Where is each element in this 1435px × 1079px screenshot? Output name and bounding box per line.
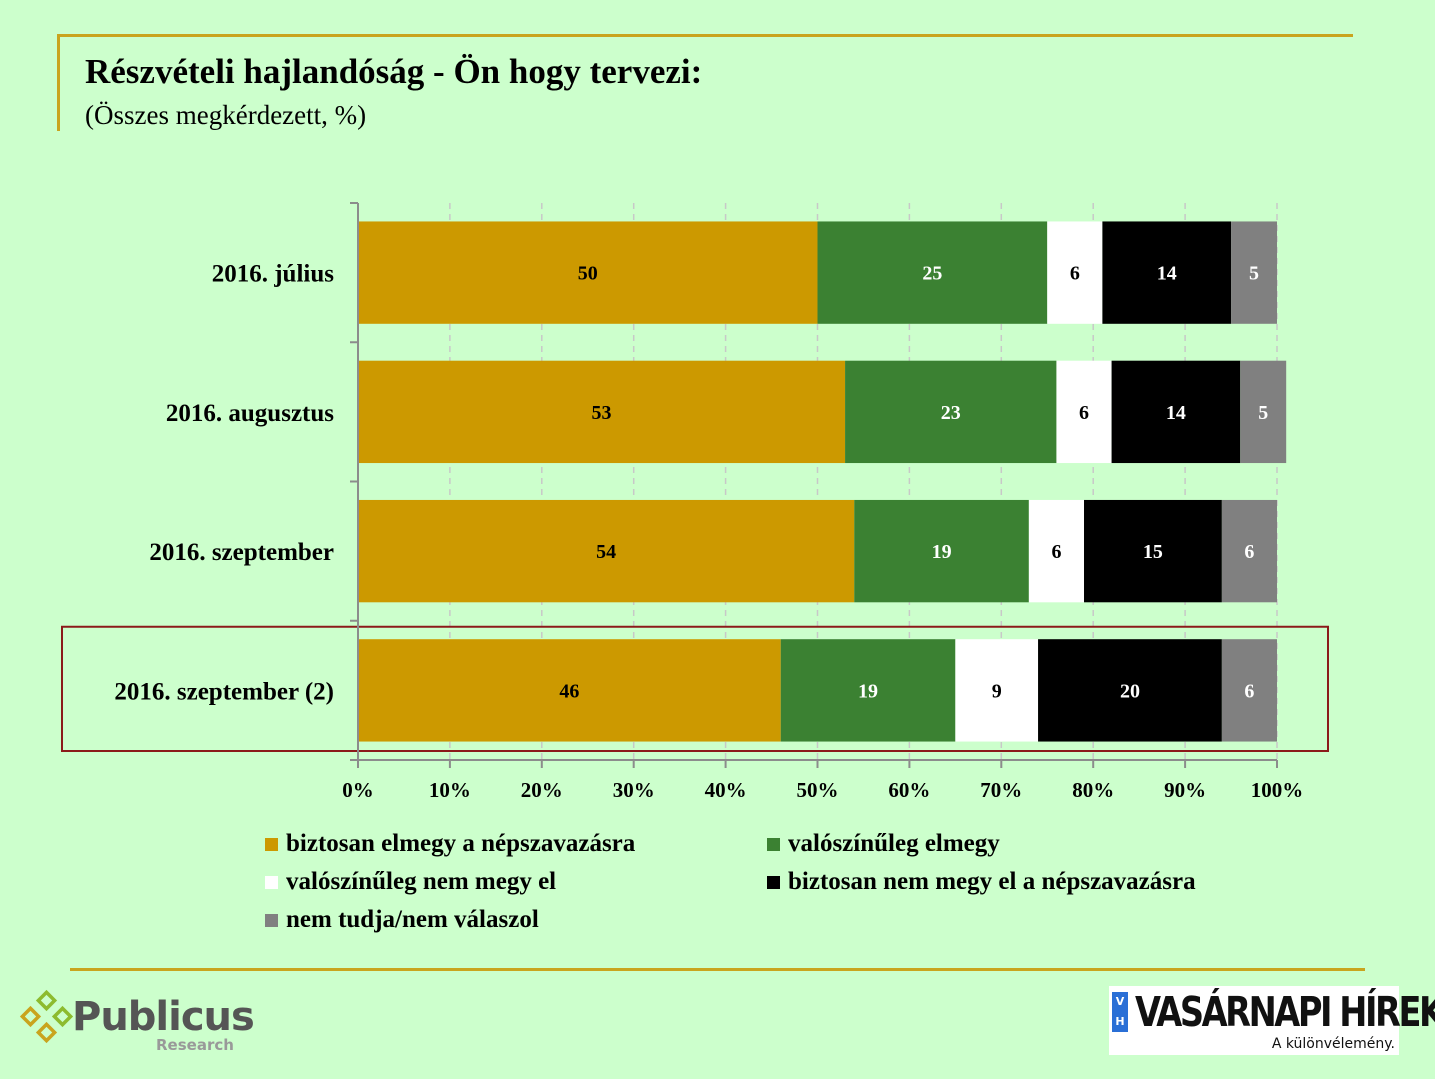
x-tick-label-5: 50% bbox=[797, 778, 839, 802]
legend-swatch-valoszinuleg-elmegy bbox=[767, 837, 780, 851]
publicus-diamond-icon bbox=[19, 989, 74, 1044]
bar-segment-1-1 bbox=[845, 360, 1057, 464]
data-label-1-2: 6 bbox=[1079, 402, 1089, 424]
data-label-0-1: 25 bbox=[922, 263, 942, 285]
data-label-1-1: 23 bbox=[941, 402, 961, 424]
bar-segment-2-3 bbox=[1084, 499, 1222, 603]
bar-segment-2-4 bbox=[1221, 499, 1277, 603]
highlight-box bbox=[61, 625, 1329, 752]
data-label-3-4: 6 bbox=[1244, 680, 1254, 702]
data-label-1-0: 53 bbox=[592, 402, 612, 424]
legend-label-valoszinuleg-nem-megy-el: valószínűleg nem megy el bbox=[286, 868, 557, 895]
bar-segment-0-1 bbox=[817, 221, 1048, 324]
legend-item-valoszinuleg-nem-megy-el: valószínűleg nem megy el bbox=[265, 868, 556, 896]
bar-segment-0-2 bbox=[1047, 221, 1103, 324]
publicus-logo: Publicus Research bbox=[18, 988, 255, 1058]
data-label-0-3: 14 bbox=[1157, 263, 1177, 285]
vasarnapi-hirek-tagline: A különvélemény. bbox=[1271, 1036, 1395, 1052]
legend-item-biztosan-elmegy: biztosan elmegy a népszavazásra bbox=[265, 830, 635, 858]
x-tick-label-8: 80% bbox=[1072, 778, 1114, 802]
legend-item-biztosan-nem-megy-el: biztosan nem megy el a népszavazásra bbox=[767, 868, 1196, 896]
data-label-2-4: 6 bbox=[1244, 541, 1254, 563]
chart-subtitle: (Összes megkérdezett, %) bbox=[85, 100, 367, 130]
legend-swatch-biztosan-elmegy bbox=[265, 837, 278, 851]
category-label-0: 2016. július bbox=[212, 261, 335, 288]
bar-segment-3-4 bbox=[1221, 639, 1277, 742]
legend-label-nem-tudja: nem tudja/nem válaszol bbox=[286, 906, 539, 933]
bar-segment-2-0 bbox=[358, 499, 855, 603]
legend-label-biztosan-nem-megy-el: biztosan nem megy el a népszavazásra bbox=[788, 868, 1196, 895]
x-tick-label-3: 30% bbox=[613, 778, 655, 802]
x-tick-label-9: 90% bbox=[1164, 778, 1206, 802]
data-label-2-3: 15 bbox=[1143, 541, 1163, 563]
publicus-logo-sub: Research bbox=[156, 1036, 234, 1054]
data-label-3-0: 46 bbox=[559, 680, 579, 702]
bar-segment-1-3 bbox=[1111, 360, 1241, 464]
bar-segment-2-2 bbox=[1028, 499, 1085, 603]
category-label-3: 2016. szeptember (2) bbox=[114, 678, 334, 705]
legend: biztosan elmegy a népszavazásra valószín… bbox=[265, 830, 1365, 950]
data-label-2-1: 19 bbox=[932, 541, 952, 563]
vasarnapi-hirek-name: VASÁRNAPI HÍREK bbox=[1135, 988, 1435, 1036]
legend-swatch-valoszinuleg-nem-megy-el bbox=[265, 875, 278, 889]
bar-segment-2-1 bbox=[854, 499, 1029, 603]
footer-rule bbox=[70, 968, 1365, 971]
data-label-0-2: 6 bbox=[1070, 263, 1080, 285]
bar-segment-3-2 bbox=[955, 639, 1039, 742]
x-tick-label-7: 70% bbox=[980, 778, 1022, 802]
legend-item-nem-tudja: nem tudja/nem válaszol bbox=[265, 906, 539, 934]
x-tick-label-0: 0% bbox=[342, 778, 374, 802]
legend-item-valoszinuleg-elmegy: valószínűleg elmegy bbox=[767, 830, 1000, 858]
data-label-3-2: 9 bbox=[992, 680, 1002, 702]
bar-segment-0-4 bbox=[1231, 221, 1277, 324]
x-tick-label-6: 60% bbox=[888, 778, 930, 802]
data-label-2-0: 54 bbox=[596, 541, 616, 563]
bar-segment-3-1 bbox=[780, 639, 956, 742]
data-label-0-0: 50 bbox=[578, 263, 598, 285]
legend-label-biztosan-elmegy: biztosan elmegy a népszavazásra bbox=[286, 830, 636, 857]
legend-swatch-nem-tudja bbox=[265, 913, 278, 927]
data-label-0-4: 5 bbox=[1249, 263, 1259, 285]
category-label-1: 2016. augusztus bbox=[166, 400, 334, 427]
x-tick-label-4: 40% bbox=[705, 778, 747, 802]
publicus-logo-name: Publicus bbox=[72, 994, 255, 1040]
chart-title: Részvételi hajlandóság - Ön hogy tervezi… bbox=[85, 52, 703, 91]
data-label-1-3: 14 bbox=[1166, 402, 1186, 424]
category-label-2: 2016. szeptember bbox=[149, 539, 334, 566]
data-label-1-4: 5 bbox=[1258, 402, 1268, 424]
x-tick-label-2: 20% bbox=[521, 778, 563, 802]
data-label-3-1: 19 bbox=[858, 680, 878, 702]
bar-segment-0-0 bbox=[358, 221, 818, 324]
bar-segment-1-0 bbox=[358, 360, 846, 464]
bar-segment-3-3 bbox=[1038, 639, 1222, 742]
bar-segment-1-2 bbox=[1056, 360, 1112, 464]
data-label-2-2: 6 bbox=[1051, 541, 1061, 563]
x-tick-label-10: 100% bbox=[1251, 778, 1304, 802]
legend-swatch-biztosan-nem-megy-el bbox=[767, 875, 780, 889]
title-rule-left bbox=[57, 34, 60, 131]
title-rule-top bbox=[57, 34, 1353, 37]
x-tick-label-1: 10% bbox=[429, 778, 471, 802]
data-label-3-3: 20 bbox=[1120, 680, 1140, 702]
bar-segment-1-4 bbox=[1240, 360, 1287, 464]
bar-segment-3-0 bbox=[358, 639, 781, 742]
bar-segment-0-3 bbox=[1102, 221, 1232, 324]
legend-label-valoszinuleg-elmegy: valószínűleg elmegy bbox=[788, 830, 1000, 857]
